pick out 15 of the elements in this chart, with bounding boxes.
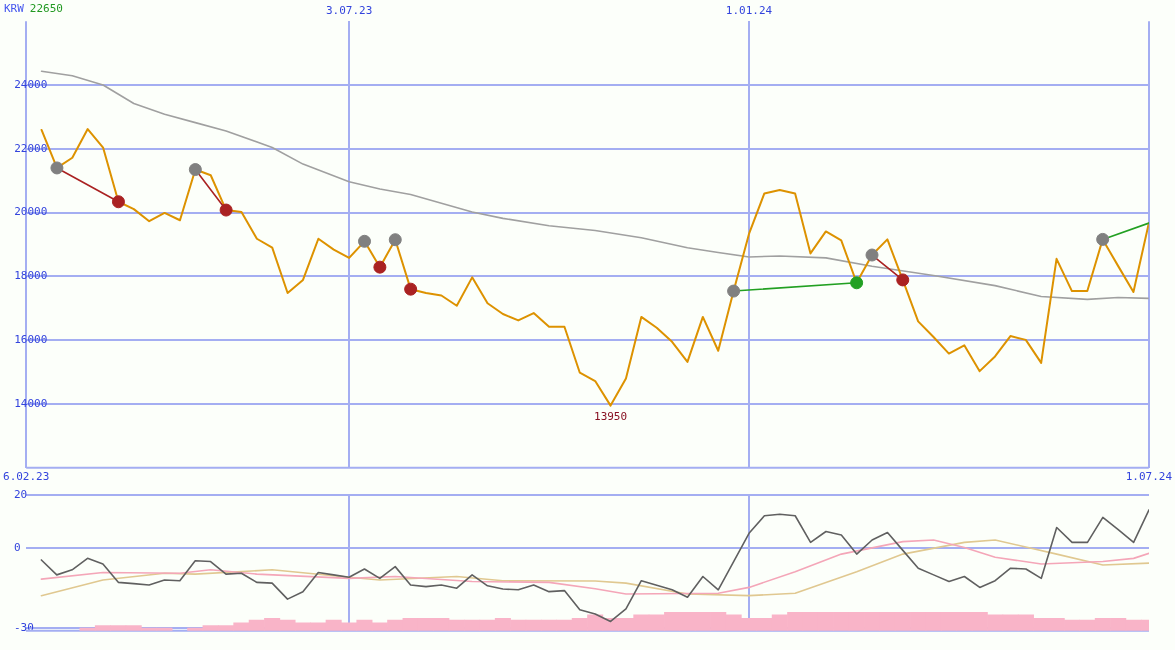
y-tick-label: 22000 [14, 141, 48, 155]
x-tick-label: 6.02.23 [3, 470, 50, 484]
x2-tick-label: 3.07.23 [325, 4, 373, 18]
y-tick-label: 16000 [14, 333, 48, 347]
y-tick-label: 0 [14, 541, 21, 555]
y-tick-label: 14000 [14, 396, 48, 410]
text: KRW [4, 1, 25, 15]
y-tick-label: 18000 [14, 269, 48, 283]
x2-tick-label: 1.01.24 [725, 4, 773, 18]
y-tick-label: 24000 [14, 77, 48, 91]
annotation: 13950 [594, 410, 628, 424]
x-tick-label: 1.07.24 [1125, 470, 1173, 484]
text: 22650 [29, 1, 63, 15]
y-tick-label: 20 [14, 487, 28, 501]
y-tick-label: 20000 [14, 205, 48, 219]
